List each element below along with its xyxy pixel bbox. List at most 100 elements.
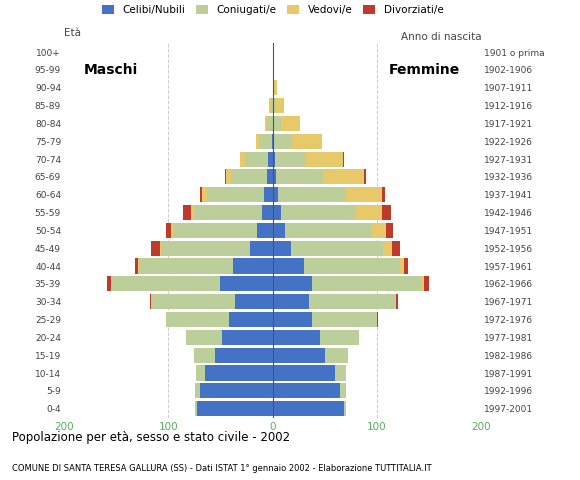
Bar	[107, 276, 111, 291]
Bar	[304, 258, 400, 274]
Bar	[325, 348, 348, 363]
Bar	[200, 383, 273, 398]
Bar	[273, 116, 281, 131]
Bar	[200, 187, 202, 203]
Bar	[273, 62, 274, 78]
Bar	[135, 258, 138, 274]
Bar	[173, 223, 257, 238]
Bar	[150, 294, 151, 309]
Bar	[377, 312, 378, 327]
Bar	[215, 348, 273, 363]
Bar	[262, 205, 273, 220]
Bar	[273, 258, 304, 274]
Bar	[424, 276, 429, 291]
Bar	[257, 223, 273, 238]
Bar	[273, 134, 274, 149]
Bar	[151, 240, 160, 256]
Bar	[273, 187, 278, 203]
Bar	[256, 134, 259, 149]
Bar	[224, 169, 226, 184]
Bar	[306, 152, 343, 167]
Text: COMUNE DI SANTA TERESA GALLURA (SS) - Dati ISTAT 1° gennaio 2002 - Elaborazione : COMUNE DI SANTA TERESA GALLURA (SS) - Da…	[12, 464, 431, 473]
Bar	[191, 205, 194, 220]
Bar	[273, 312, 312, 327]
Bar	[265, 116, 267, 131]
Bar	[382, 205, 390, 220]
Bar	[276, 98, 284, 113]
Bar	[364, 169, 365, 184]
Bar	[273, 223, 285, 238]
Bar	[273, 401, 343, 416]
Bar	[273, 205, 281, 220]
Bar	[249, 240, 273, 256]
Bar	[240, 152, 245, 167]
Bar	[281, 116, 300, 131]
Bar	[226, 169, 231, 184]
Bar	[273, 383, 340, 398]
Bar	[220, 276, 273, 291]
Bar	[312, 276, 422, 291]
Bar	[392, 240, 400, 256]
Bar	[202, 187, 207, 203]
Bar	[197, 401, 273, 416]
Text: Anno di nascita: Anno di nascita	[401, 33, 481, 42]
Bar	[273, 276, 312, 291]
Bar	[273, 152, 275, 167]
Bar	[273, 348, 325, 363]
Bar	[269, 152, 273, 167]
Bar	[276, 169, 322, 184]
Bar	[274, 134, 292, 149]
Bar	[395, 294, 396, 309]
Bar	[382, 187, 385, 203]
Bar	[383, 240, 392, 256]
Bar	[186, 330, 223, 345]
Text: Popolazione per età, sesso e stato civile - 2002: Popolazione per età, sesso e stato civil…	[12, 431, 290, 444]
Bar	[285, 223, 371, 238]
Bar	[273, 240, 291, 256]
Bar	[322, 169, 364, 184]
Bar	[356, 205, 382, 220]
Bar	[264, 187, 273, 203]
Bar	[404, 258, 408, 274]
Bar	[274, 80, 277, 96]
Bar	[271, 134, 273, 149]
Bar	[292, 134, 322, 149]
Bar	[267, 116, 273, 131]
Bar	[235, 294, 273, 309]
Bar	[273, 294, 309, 309]
Bar	[194, 348, 215, 363]
Bar	[245, 152, 269, 167]
Bar	[171, 223, 173, 238]
Bar	[270, 98, 273, 113]
Bar	[231, 169, 267, 184]
Bar	[138, 258, 139, 274]
Bar	[161, 240, 249, 256]
Bar	[396, 294, 398, 309]
Bar	[371, 223, 386, 238]
Bar	[166, 223, 171, 238]
Bar	[195, 401, 197, 416]
Bar	[273, 80, 274, 96]
Bar	[281, 205, 356, 220]
Bar	[273, 365, 335, 381]
Bar	[422, 276, 424, 291]
Bar	[309, 294, 395, 309]
Bar	[340, 383, 346, 398]
Bar	[207, 187, 264, 203]
Bar	[111, 276, 220, 291]
Text: Femmine: Femmine	[389, 63, 459, 77]
Bar	[160, 240, 161, 256]
Bar	[400, 258, 404, 274]
Bar	[312, 312, 377, 327]
Bar	[166, 312, 229, 327]
Bar	[183, 205, 191, 220]
Bar	[223, 330, 273, 345]
Text: Maschi: Maschi	[84, 63, 138, 77]
Bar	[346, 187, 382, 203]
Bar	[273, 98, 275, 113]
Bar	[335, 365, 346, 381]
Text: Età: Età	[64, 28, 81, 38]
Bar	[259, 134, 271, 149]
Bar	[267, 169, 273, 184]
Bar	[343, 401, 346, 416]
